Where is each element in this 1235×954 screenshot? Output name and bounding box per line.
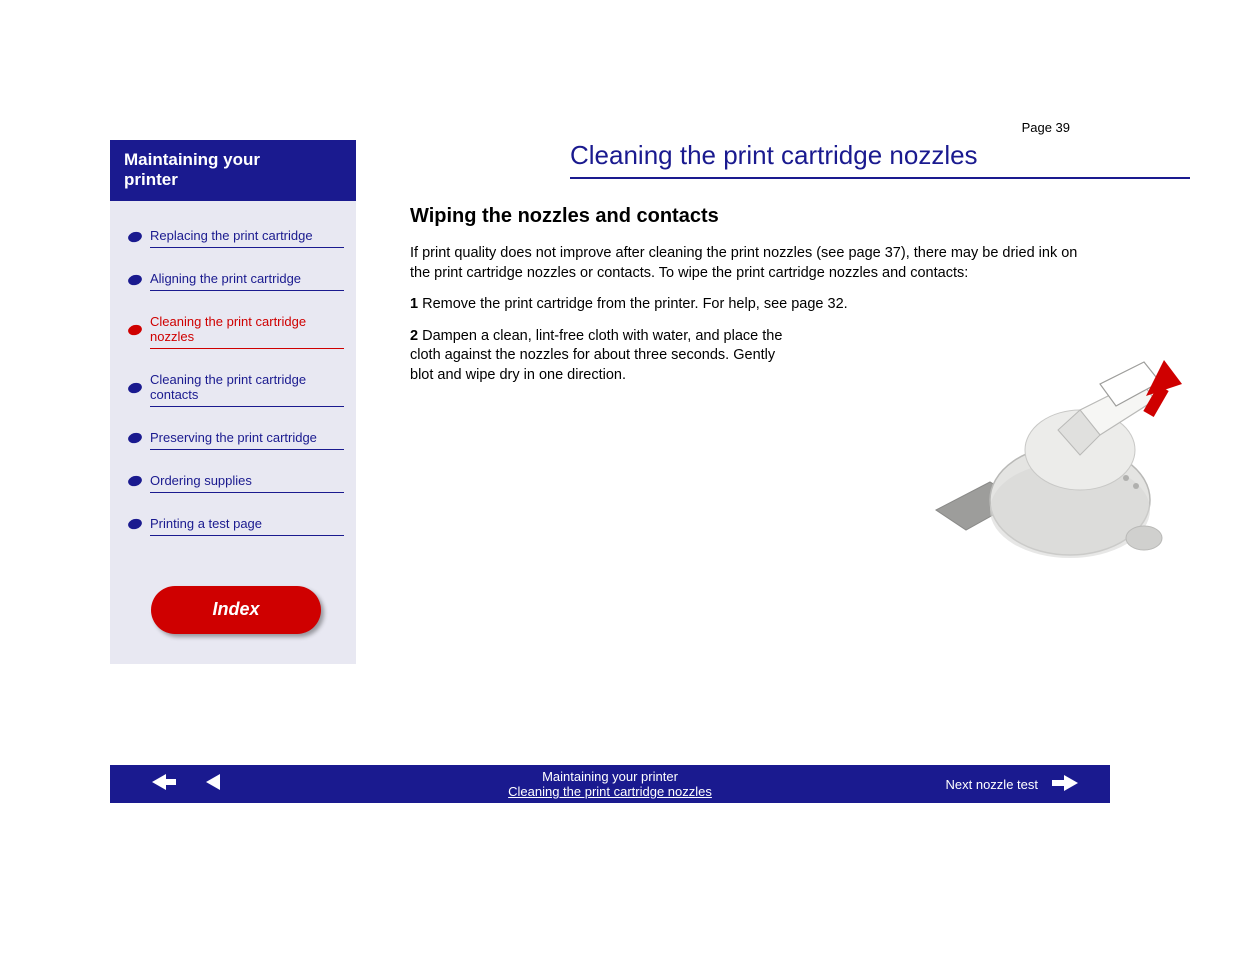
sidebar-item-label: Ordering supplies [150, 474, 252, 489]
sidebar: Maintaining your printer Replacing the p… [110, 140, 356, 664]
index-button-label: Index [212, 599, 259, 620]
breadcrumb-link[interactable]: Cleaning the print cartridge nozzles [508, 784, 712, 799]
arrow-left-icon [202, 771, 224, 793]
bullet-icon [127, 432, 143, 445]
sidebar-header: Maintaining your printer [110, 140, 356, 201]
divider [150, 449, 344, 450]
bullet-icon [127, 273, 143, 286]
sidebar-item-ordering-supplies[interactable]: Ordering supplies [128, 474, 344, 493]
intro-paragraph: If print quality does not improve after … [410, 244, 1100, 283]
divider [150, 535, 344, 536]
arrow-first-icon [148, 771, 178, 793]
next-label: Next nozzle test [946, 777, 1039, 792]
divider [150, 492, 344, 493]
bullet-icon [127, 474, 143, 487]
main-content: Page 39 Cleaning the print cartridge noz… [410, 140, 1100, 397]
section-heading: Wiping the nozzles and contacts [410, 205, 1100, 228]
index-button[interactable]: Index [151, 586, 321, 634]
divider [150, 290, 344, 291]
sidebar-item-align-cartridge[interactable]: Aligning the print cartridge [128, 272, 344, 291]
bottom-nav-bar: Maintaining your printer Cleaning the pr… [110, 765, 1110, 803]
next-page-button[interactable] [1050, 772, 1080, 797]
first-page-button[interactable] [148, 771, 178, 798]
sidebar-item-label: Replacing the print cartridge [150, 229, 313, 244]
sidebar-item-clean-nozzles[interactable]: Cleaning the print cartridge nozzles [128, 315, 344, 349]
step-1: 1 Remove the print cartridge from the pr… [410, 295, 1100, 315]
sidebar-title-line1: Maintaining your [124, 150, 342, 170]
printer-icon [930, 360, 1190, 580]
page-title: Cleaning the print cartridge nozzles [570, 140, 1100, 171]
divider [150, 247, 344, 248]
sidebar-item-print-test-page[interactable]: Printing a test page [128, 517, 344, 536]
bottom-breadcrumb: Maintaining your printer Cleaning the pr… [508, 769, 712, 799]
step-number: 1 [410, 296, 418, 312]
step-2: 2 Dampen a clean, lint-free cloth with w… [410, 327, 790, 386]
arrow-right-icon [1050, 772, 1080, 794]
step-text: Dampen a clean, lint-free cloth with wat… [410, 328, 782, 383]
sidebar-title-line2: printer [124, 170, 342, 190]
bullet-icon [127, 381, 143, 394]
page-number: Page 39 [1022, 120, 1070, 135]
sidebar-item-label: Printing a test page [150, 517, 262, 532]
sidebar-item-replace-cartridge[interactable]: Replacing the print cartridge [128, 229, 344, 248]
sidebar-item-clean-contacts[interactable]: Cleaning the print cartridge contacts [128, 373, 344, 407]
sidebar-nav: Replacing the print cartridge Aligning t… [110, 201, 356, 663]
bullet-icon [127, 323, 143, 336]
previous-page-button[interactable] [202, 771, 224, 798]
divider [150, 406, 344, 407]
sidebar-item-preserve-cartridge[interactable]: Preserving the print cartridge [128, 431, 344, 450]
sidebar-item-label: Cleaning the print cartridge nozzles [150, 315, 344, 345]
step-text: Remove the print cartridge from the prin… [422, 296, 848, 312]
sidebar-item-label: Aligning the print cartridge [150, 272, 301, 287]
sidebar-item-label: Cleaning the print cartridge contacts [150, 373, 344, 403]
step-number: 2 [410, 328, 418, 344]
printer-illustration [930, 360, 1190, 580]
bullet-icon [127, 230, 143, 243]
breadcrumb-section: Maintaining your printer [542, 769, 678, 784]
sidebar-item-label: Preserving the print cartridge [150, 431, 317, 446]
title-rule [570, 177, 1190, 179]
divider [150, 348, 344, 349]
bullet-icon [127, 517, 143, 530]
